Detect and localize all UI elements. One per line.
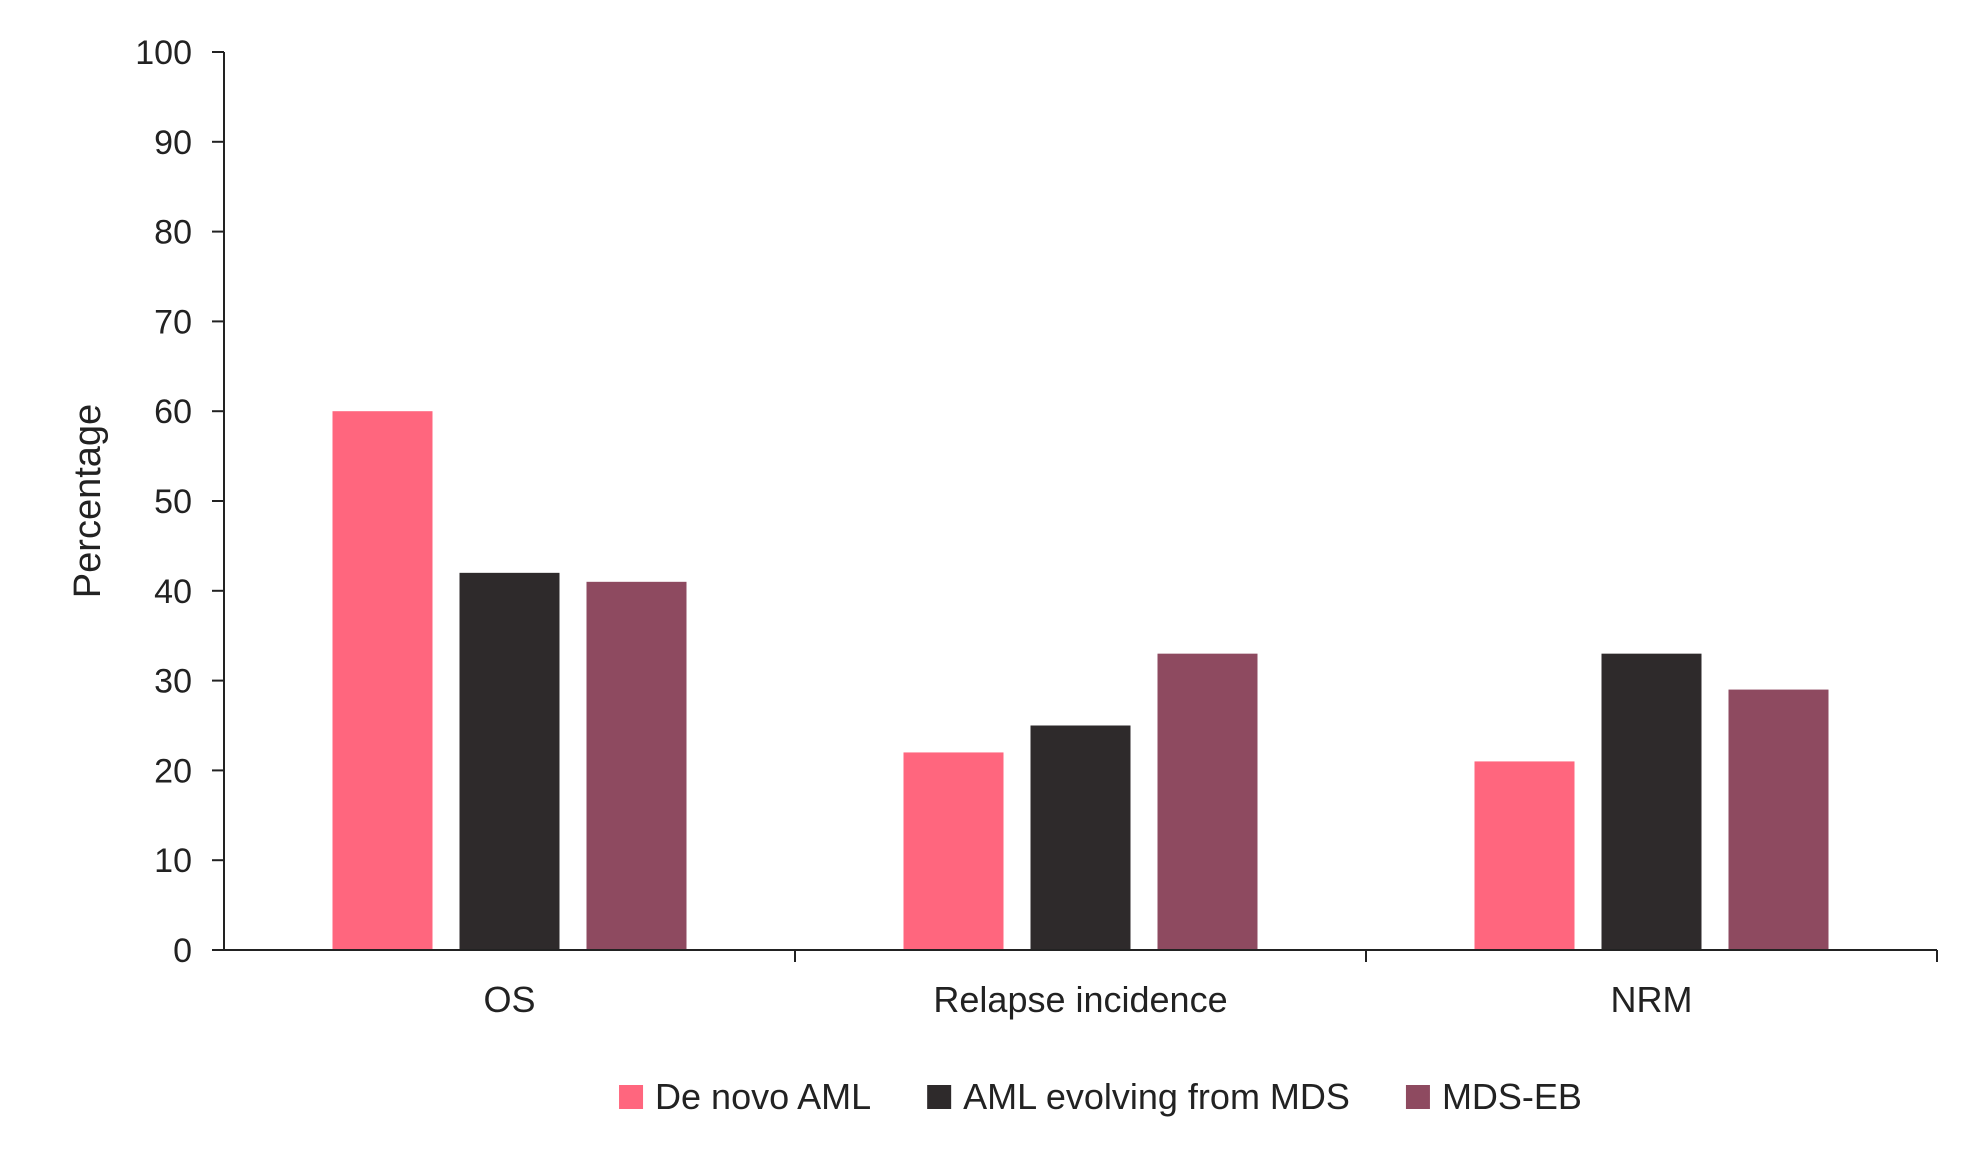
y-tick-label: 30 (154, 663, 192, 701)
x-category-label: Relapse incidence (933, 979, 1227, 1020)
bar (903, 752, 1004, 950)
legend-label: MDS-EB (1442, 1076, 1582, 1117)
y-ticks: 0 10 20 30 40 50 60 70 80 90 100 (135, 34, 224, 970)
x-categories: OS Relapse incidence NRM (483, 950, 1938, 1020)
y-axis-title: Percentage (67, 404, 109, 598)
y-tick-label: 80 (154, 214, 192, 252)
y-tick-label: 20 (154, 752, 192, 790)
legend-swatch (927, 1085, 952, 1109)
y-tick-label: 70 (154, 303, 192, 341)
bar (586, 581, 687, 950)
bar (1030, 725, 1131, 950)
bar (1474, 761, 1575, 950)
y-tick-label: 50 (154, 483, 192, 521)
y-tick-label: 10 (154, 842, 192, 880)
legend-swatch (619, 1085, 644, 1109)
bar (1157, 653, 1258, 950)
legend-label: De novo AML (655, 1076, 871, 1117)
legend-swatch (1405, 1085, 1430, 1109)
bar (1601, 653, 1702, 950)
y-tick-label: 100 (135, 34, 192, 72)
y-tick-label: 40 (154, 573, 192, 611)
bars-layer (332, 411, 1829, 950)
bar (1728, 689, 1829, 950)
bar (459, 572, 560, 950)
y-tick-label: 0 (173, 932, 192, 970)
legend: De novo AML AML evolving from MDS MDS-EB (619, 1076, 1582, 1117)
x-category-label: OS (483, 979, 535, 1020)
x-category-label: NRM (1611, 979, 1693, 1020)
y-tick-label: 60 (154, 393, 192, 431)
y-tick-label: 90 (154, 124, 192, 162)
legend-label: AML evolving from MDS (963, 1076, 1350, 1117)
bar (332, 411, 433, 950)
